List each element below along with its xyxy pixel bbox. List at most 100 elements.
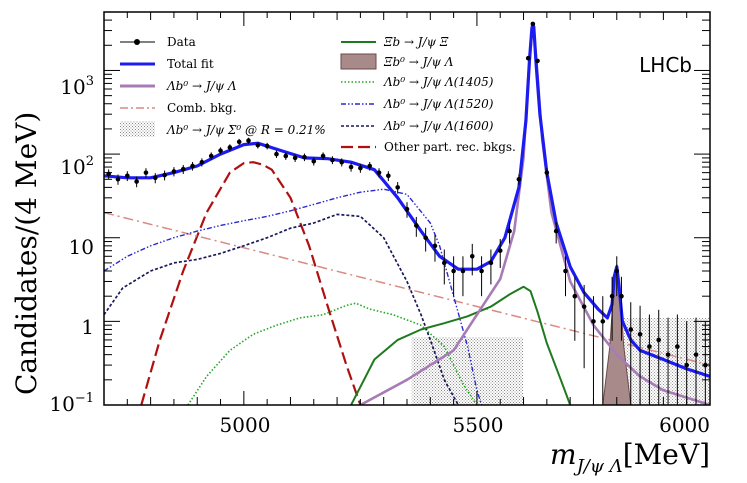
data-point <box>171 167 177 177</box>
data-point-marker <box>218 148 223 153</box>
data-point <box>572 276 578 341</box>
data-point-marker <box>255 142 261 148</box>
data-point-marker <box>330 157 335 163</box>
legend-item-xib0: Ξb⁰ → J/ψ Λ <box>340 53 454 70</box>
legend: Data Total fit Λb⁰ → J/ψ Λ Comb. bkg. Λb… <box>120 35 516 154</box>
data-point <box>395 182 400 194</box>
data-point <box>516 174 522 185</box>
legend-item-data: Data <box>120 35 196 49</box>
y-axis-title: Candidates/(4 MeV) <box>10 112 43 395</box>
sigma0-band <box>411 337 524 405</box>
data-point <box>302 153 307 162</box>
data-point-marker <box>441 260 447 266</box>
data-point-marker <box>451 268 456 274</box>
data-point <box>665 317 671 405</box>
data-point-marker <box>535 58 540 64</box>
series--b-j-1520- <box>104 188 483 405</box>
data-point-marker <box>199 159 205 165</box>
data-point <box>134 176 139 188</box>
data-point <box>115 174 121 185</box>
y-tick-label-1: 1 <box>81 315 94 339</box>
data-point-marker <box>507 228 512 234</box>
data-point <box>376 168 382 178</box>
data-point <box>497 239 503 268</box>
legend-item-comb-bkg: Comb. bkg. <box>120 101 237 115</box>
data-point-marker <box>311 159 317 164</box>
data-point <box>544 168 550 178</box>
data-point <box>581 284 587 369</box>
svg-text:Total fit: Total fit <box>167 57 214 71</box>
data-point <box>199 158 205 167</box>
data-point <box>367 161 373 171</box>
x-tick-label-5000: 5000 <box>220 413 271 437</box>
data-point <box>637 305 643 405</box>
legend-item-sigma0: Λb⁰ → J/ψ Σ⁰ @ R = 0.21% <box>120 121 326 137</box>
data-point-marker <box>488 260 494 266</box>
y-tick-label-1000: 103 <box>60 74 94 99</box>
data-point-marker <box>152 175 158 181</box>
svg-text:Λb⁰ → J/ψ Λ: Λb⁰ → J/ψ Λ <box>166 79 237 93</box>
data-point <box>684 321 689 405</box>
data-point-marker <box>628 327 634 332</box>
data-point-marker <box>544 170 550 175</box>
legend-item-lb-jpsi-lambda: Λb⁰ → J/ψ Λ <box>120 79 237 93</box>
data-point-marker <box>460 268 466 274</box>
data-point <box>227 144 233 151</box>
data-point <box>656 309 662 405</box>
svg-text:Λb⁰ → J/ψ Λ(1520): Λb⁰ → J/ψ Λ(1520) <box>383 97 494 111</box>
data-point-marker <box>320 153 326 159</box>
data-point-marker <box>516 176 522 182</box>
data-point-marker <box>530 21 536 27</box>
y-tick-label-10: 10 <box>69 235 94 259</box>
svg-text:Λb⁰ → J/ψ Λ(1405): Λb⁰ → J/ψ Λ(1405) <box>383 75 494 89</box>
data-point <box>441 249 447 285</box>
data-point <box>190 161 195 171</box>
data-point-marker <box>348 164 354 170</box>
data-point <box>180 164 186 174</box>
data-point-marker <box>609 293 615 299</box>
data-point <box>535 58 540 64</box>
data-point-marker <box>563 268 568 274</box>
data-point <box>460 256 466 297</box>
data-point-marker <box>143 170 149 175</box>
series--b-j-1405- <box>187 302 478 405</box>
data-point <box>525 55 531 61</box>
svg-text:Other part. rec. bkgs.: Other part. rec. bkgs. <box>384 140 516 154</box>
data-point <box>292 154 298 162</box>
data-point-marker <box>469 253 475 259</box>
data-point-marker <box>581 304 587 309</box>
data-point <box>432 234 438 262</box>
data-point-marker <box>404 206 410 212</box>
data-point-marker <box>162 172 167 178</box>
data-point <box>236 138 242 146</box>
legend-item-lambda1405: Λb⁰ → J/ψ Λ(1405) <box>341 75 494 89</box>
data-point <box>208 152 214 160</box>
data-point-marker <box>386 173 391 179</box>
x-tick-label-6000: 6000 <box>659 413 710 437</box>
data-point-marker <box>647 344 652 349</box>
data-point <box>619 276 624 341</box>
data-point <box>553 221 559 244</box>
data-point-marker <box>479 268 484 274</box>
data-point <box>563 256 568 297</box>
svg-text:Data: Data <box>167 35 196 49</box>
data-point-marker <box>376 170 382 175</box>
data-point-marker <box>292 155 298 161</box>
legend-item-xib: Ξb → J/ψ Ξ <box>341 35 449 49</box>
data-point <box>339 158 345 167</box>
data-point <box>647 314 652 405</box>
data-point <box>693 317 699 405</box>
data-point <box>386 171 391 182</box>
data-point-marker <box>614 268 620 274</box>
data-point-marker <box>525 55 531 61</box>
axis-ticks <box>103 11 711 406</box>
data-point <box>614 256 620 297</box>
data-point-marker <box>302 154 307 160</box>
data-point-marker <box>274 151 279 157</box>
data-point-marker <box>171 169 177 174</box>
data-point <box>404 202 410 218</box>
data-point <box>530 21 536 27</box>
data-point-marker <box>675 344 680 349</box>
data-point-marker <box>395 185 400 190</box>
